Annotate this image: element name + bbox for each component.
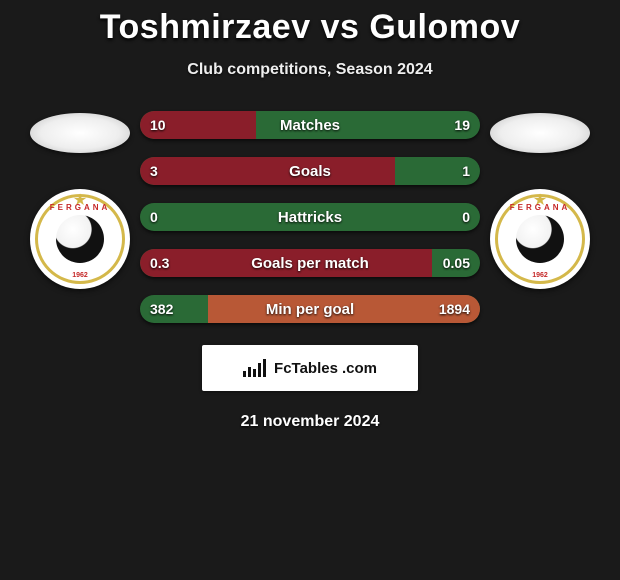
stat-label: Min per goal [140,295,480,323]
stat-value-right: 0 [462,203,470,231]
player-left-column: ★ FERGANA 1962 [20,111,140,289]
snapshot-date: 21 november 2024 [0,413,620,431]
brand-suffix: .com [342,360,377,377]
stat-row: 0.3Goals per match0.05 [140,249,480,277]
player-right-avatar [490,113,590,153]
subtitle: Club competitions, Season 2024 [0,61,620,79]
bar-chart-icon [243,359,266,377]
brand-name: FcTables [274,360,338,377]
content-row: ★ FERGANA 1962 10Matches193Goals10Hattri… [0,111,620,323]
soccer-ball-icon [516,215,564,263]
page-title: Toshmirzaev vs Gulomov [0,8,620,47]
stat-value-right: 1894 [439,295,470,323]
player-left-club-badge: ★ FERGANA 1962 [30,189,130,289]
soccer-ball-icon [56,215,104,263]
stat-row: 10Matches19 [140,111,480,139]
stat-label: Goals per match [140,249,480,277]
brand-logo[interactable]: FcTables.com [202,345,418,391]
comparison-card: Toshmirzaev vs Gulomov Club competitions… [0,0,620,431]
club-badge-top-text: FERGANA [490,203,590,212]
club-badge-top-text: FERGANA [30,203,130,212]
stat-label: Goals [140,157,480,185]
stat-label: Hattricks [140,203,480,231]
player-right-club-badge: ★ FERGANA 1962 [490,189,590,289]
club-badge-year: 1962 [490,272,590,279]
stat-row: 382Min per goal1894 [140,295,480,323]
stat-row: 0Hattricks0 [140,203,480,231]
stat-value-right: 0.05 [443,249,470,277]
stat-row: 3Goals1 [140,157,480,185]
club-badge-year: 1962 [30,272,130,279]
player-left-avatar [30,113,130,153]
stat-value-right: 1 [462,157,470,185]
player-right-column: ★ FERGANA 1962 [480,111,600,289]
stat-value-right: 19 [454,111,470,139]
stats-bars: 10Matches193Goals10Hattricks00.3Goals pe… [140,111,480,323]
stat-label: Matches [140,111,480,139]
